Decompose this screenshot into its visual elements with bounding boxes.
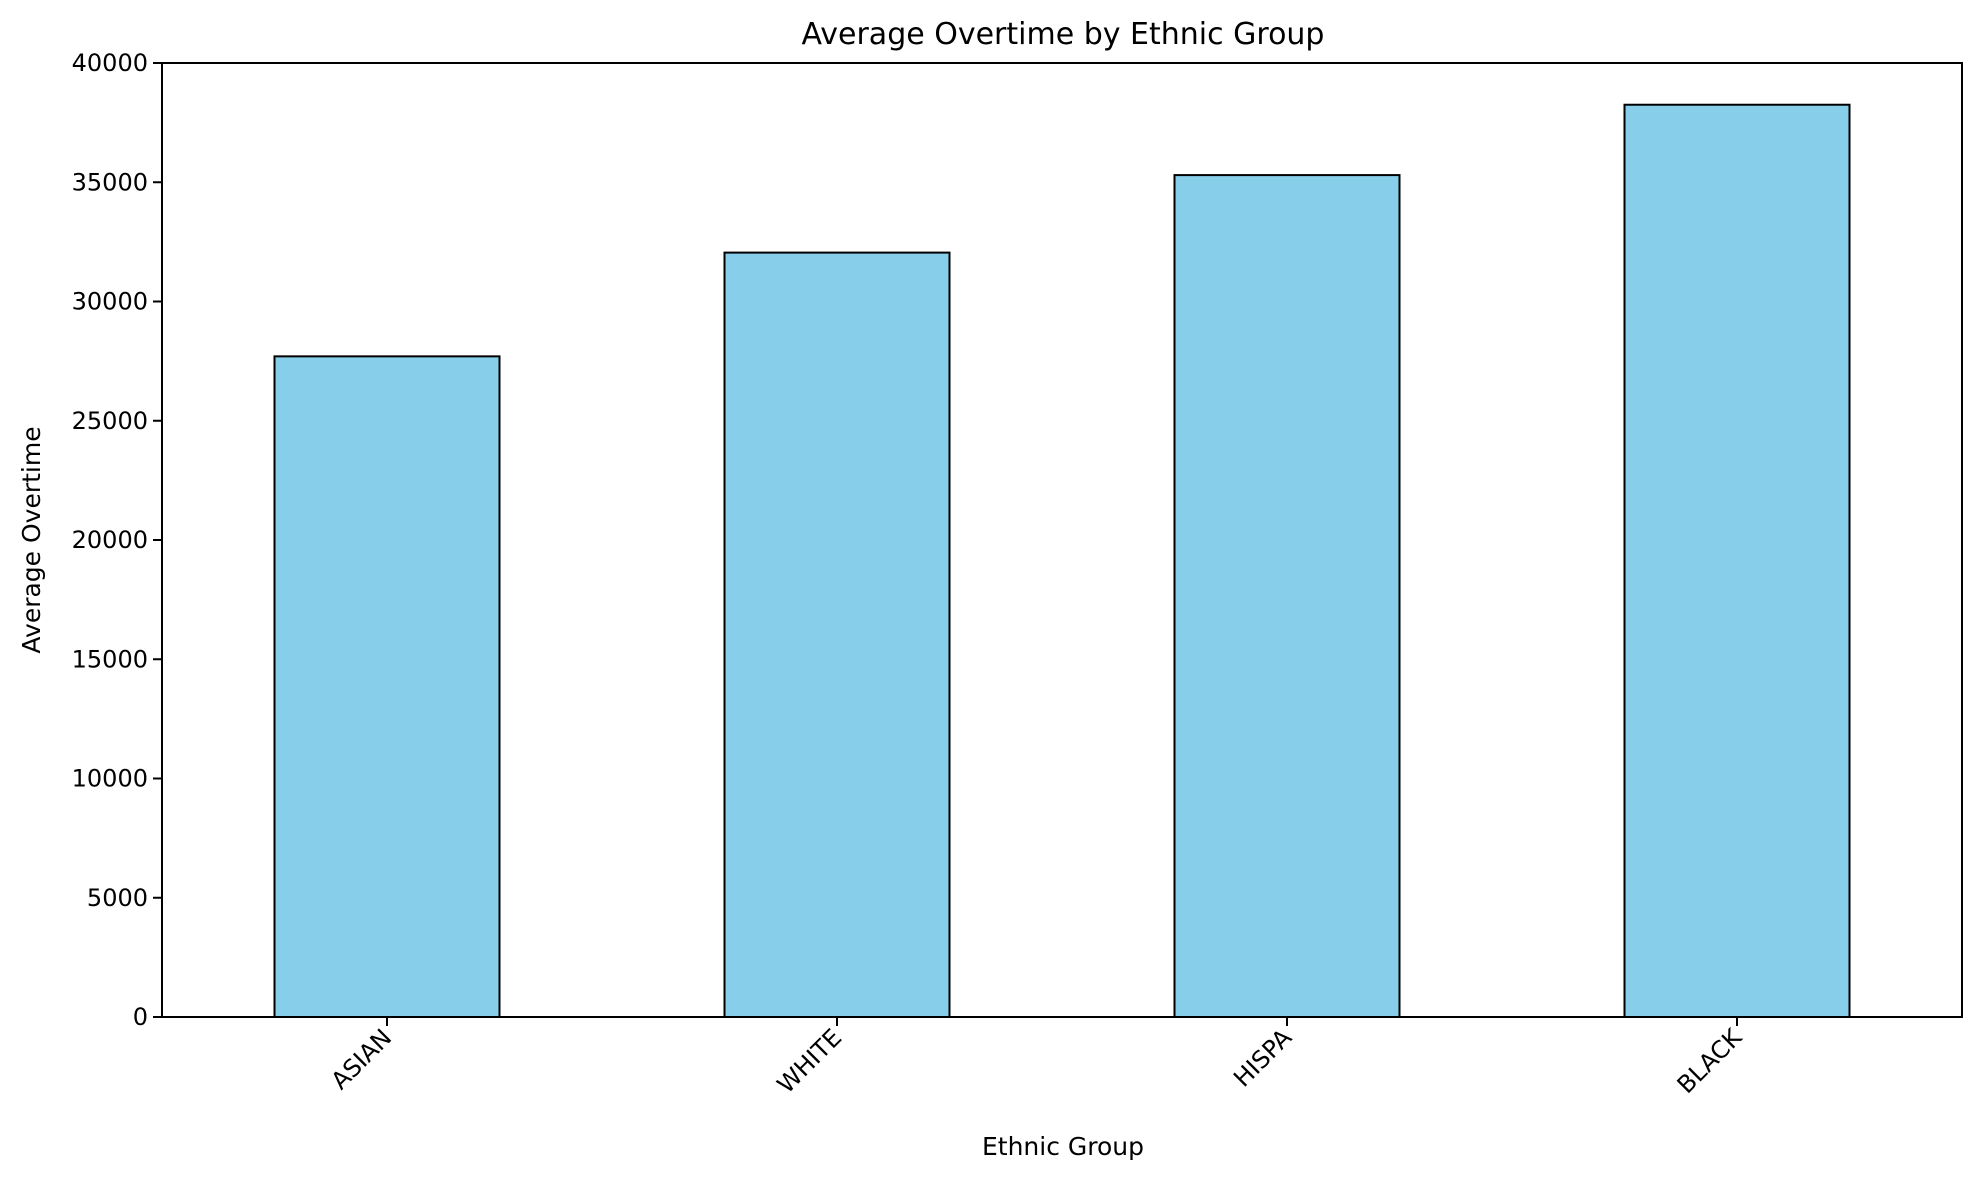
y-tick-label: 30000: [72, 288, 148, 316]
bars-layer: [273, 103, 1851, 1019]
x-tick-label: BLACK: [1672, 1023, 1748, 1099]
y-tick-label: 20000: [72, 526, 148, 554]
x-axis-label: Ethnic Group: [982, 1132, 1144, 1161]
y-tick-label: 10000: [72, 765, 148, 793]
y-tick-label: 5000: [87, 884, 148, 912]
y-tick-label: 40000: [72, 49, 148, 77]
x-tick-label: HISPA: [1228, 1023, 1298, 1093]
plot-frame: [161, 62, 1963, 1018]
y-axis: 0 5000 10000 15000 20000 25000 30000 35000 40000: [72, 49, 162, 1031]
bar-hispa: [1173, 174, 1401, 1019]
bar-white: [723, 251, 951, 1019]
chart-title: Average Overtime by Ethnic Group: [802, 17, 1325, 52]
y-axis-label: Average Overtime: [17, 426, 46, 653]
x-tick-label: WHITE: [772, 1023, 847, 1098]
bar-asian: [273, 355, 501, 1019]
x-axis: ASIAN WHITE HISPA BLACK: [326, 1017, 1748, 1099]
bar-black: [1623, 103, 1851, 1019]
y-tick-label: 0: [133, 1003, 148, 1031]
x-tick-label: ASIAN: [326, 1023, 397, 1094]
y-tick-label: 15000: [72, 645, 148, 673]
y-tick-label: 35000: [72, 168, 148, 196]
y-tick-label: 25000: [72, 407, 148, 435]
